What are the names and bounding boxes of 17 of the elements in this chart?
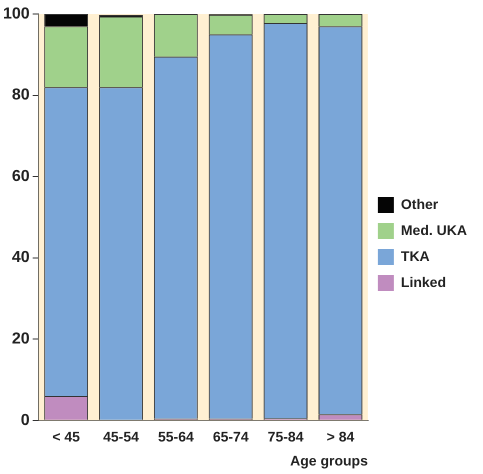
x-tick-label: > 84 — [326, 428, 354, 445]
y-tick-label: 100 — [2, 5, 30, 22]
legend-label: Other — [400, 196, 439, 212]
x-tick-label: 45-54 — [103, 428, 140, 445]
x-tick-label: 65-74 — [212, 428, 249, 445]
y-tick-label: 40 — [12, 249, 30, 266]
x-tick-label: 55-64 — [158, 428, 194, 445]
y-tick-label: 80 — [12, 86, 30, 104]
x-axis-title: Age groups — [290, 452, 368, 468]
y-tick-label: 0 — [20, 412, 30, 429]
y-tick-label: 20 — [12, 330, 30, 348]
x-tick-label: < 45 — [52, 428, 80, 445]
legend-label: Linked — [400, 274, 446, 290]
x-tick-label: 75-84 — [268, 428, 304, 445]
legend-label: TKA — [400, 248, 430, 264]
legend-label: Med. UKA — [400, 222, 468, 238]
y-tick-label: 60 — [12, 168, 30, 185]
